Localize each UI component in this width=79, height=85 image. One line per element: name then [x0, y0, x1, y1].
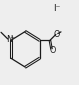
Text: I⁻: I⁻	[53, 4, 61, 13]
Text: O: O	[54, 30, 60, 39]
Text: +: +	[9, 35, 14, 40]
Text: N: N	[6, 35, 12, 44]
Text: O: O	[49, 46, 56, 55]
